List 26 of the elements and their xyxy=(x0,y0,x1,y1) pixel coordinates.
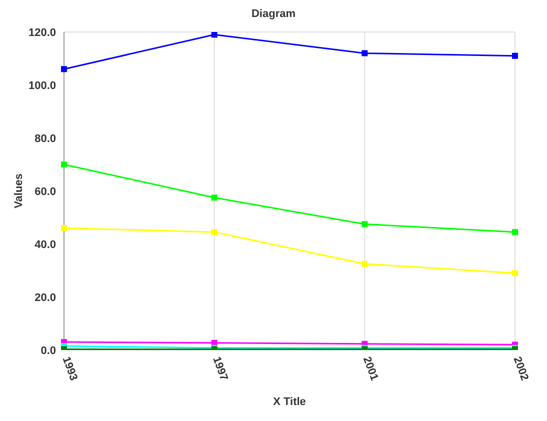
x-tick-label: 1993 xyxy=(60,355,80,382)
x-tick-label: 1997 xyxy=(210,355,230,382)
y-tick-label: 40.0 xyxy=(34,238,56,251)
point xyxy=(512,270,518,276)
point xyxy=(512,229,518,236)
y-tick-label: 100.0 xyxy=(28,80,56,92)
point xyxy=(362,50,368,56)
point xyxy=(362,260,368,267)
y-tick-label: 60.0 xyxy=(34,186,56,198)
point xyxy=(61,162,67,168)
x-tick-label: 2002 xyxy=(510,355,530,382)
y-tick-label: 80.0 xyxy=(34,132,56,145)
y-tick-label: 20.0 xyxy=(34,292,56,304)
x-axis-title: X Title xyxy=(273,396,306,408)
point xyxy=(61,66,67,72)
point xyxy=(211,194,218,201)
y-axis-title: Values xyxy=(12,174,25,208)
y-tick-label: 120.0 xyxy=(28,26,56,39)
point xyxy=(61,225,67,232)
point xyxy=(362,221,368,228)
y-tick-label: 0.0 xyxy=(40,344,56,357)
point xyxy=(211,32,218,38)
chart-title: Diagram xyxy=(250,8,297,20)
point xyxy=(211,229,218,236)
point xyxy=(512,52,518,59)
x-tick-label: 2001 xyxy=(360,355,380,382)
